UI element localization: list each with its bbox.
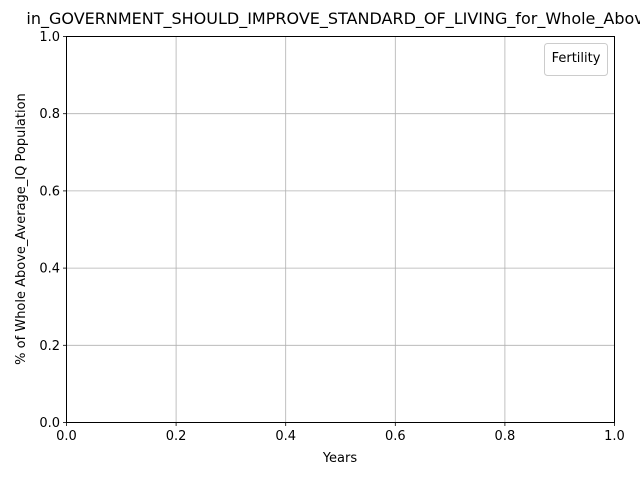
y-tick-label: 0.2 [39, 339, 60, 354]
legend: Fertility [544, 43, 608, 76]
grid [66, 36, 615, 423]
y-axis-label: % of Whole Above_Average_IQ Population [14, 93, 29, 365]
y-tick-label: 0.6 [39, 184, 60, 199]
y-tick-label: 0.4 [39, 262, 60, 277]
y-tick-label: 0.0 [39, 416, 60, 431]
x-tick-label: 1.0 [604, 429, 625, 444]
x-tick-label: 0.0 [56, 429, 77, 444]
x-tick-label: 0.6 [385, 429, 406, 444]
x-tick-label: 0.4 [275, 429, 296, 444]
y-tick-label: 1.0 [39, 30, 60, 45]
plot-area-frame [66, 36, 615, 423]
x-axis-ticks: 0.0 0.2 0.4 0.6 0.8 1.0 [56, 422, 625, 444]
legend-box [544, 43, 608, 76]
y-axis-ticks: 0.0 0.2 0.4 0.6 0.8 1.0 [39, 30, 67, 431]
x-tick-label: 0.2 [166, 429, 187, 444]
y-tick-label: 0.8 [39, 107, 60, 122]
legend-title: Fertility [552, 51, 601, 66]
x-tick-label: 0.8 [495, 429, 516, 444]
x-axis-label: Years [322, 451, 358, 466]
chart-title: in_GOVERNMENT_SHOULD_IMPROVE_STANDARD_OF… [26, 9, 640, 29]
